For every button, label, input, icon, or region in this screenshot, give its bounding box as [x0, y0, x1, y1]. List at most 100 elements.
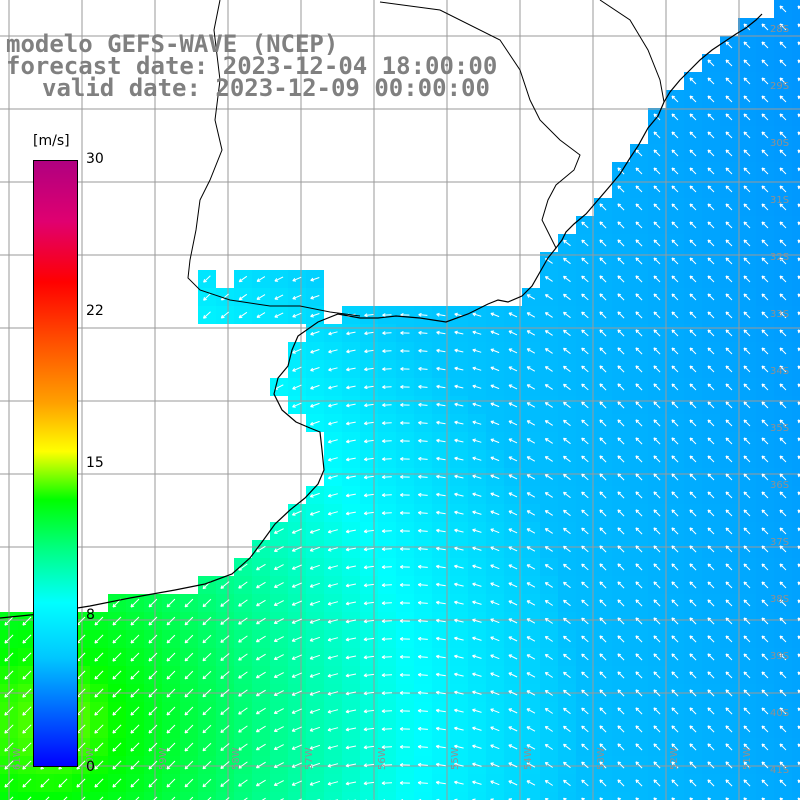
wind-arrow [526, 420, 536, 426]
wind-arrow [327, 493, 338, 498]
wind-arrow [400, 492, 410, 497]
wind-cell [792, 90, 800, 108]
wind-arrow [363, 511, 374, 516]
lat-label: 34S [770, 366, 789, 377]
wind-arrow [707, 131, 715, 139]
wind-arrow [364, 421, 374, 426]
wind-cell [504, 792, 522, 800]
wind-arrow [436, 528, 446, 533]
wind-arrow [635, 383, 643, 391]
lon-label: 56W [377, 747, 388, 770]
colorbar-tick-0: 0 [86, 759, 95, 775]
wind-arrow [761, 221, 769, 229]
wind-arrow [563, 401, 571, 409]
wind-arrow [328, 421, 338, 426]
wind-arrow [563, 473, 571, 481]
wind-arrow [508, 384, 518, 390]
wind-arrow [309, 510, 320, 516]
wind-arrow [291, 528, 302, 534]
wind-arrow [599, 347, 607, 355]
wind-arrow [707, 167, 715, 175]
wind-cell [792, 162, 800, 180]
wind-cell [792, 468, 800, 486]
wind-arrow [635, 401, 643, 409]
wind-cell [792, 486, 800, 504]
wind-arrow [707, 509, 715, 517]
wind-cell [792, 576, 800, 594]
wind-arrow [725, 473, 733, 481]
wind-arrow [743, 95, 751, 103]
wind-cell [126, 792, 144, 800]
wind-cell [738, 792, 756, 800]
wind-cell [144, 792, 162, 800]
wind-arrow [563, 239, 571, 247]
wind-arrow [617, 311, 625, 319]
wind-arrow [526, 312, 536, 318]
lon-label: 59W [158, 747, 169, 770]
wind-cell [36, 792, 54, 800]
wind-arrow [599, 329, 607, 337]
wind-arrow [779, 437, 787, 445]
wind-arrow [382, 457, 392, 462]
wind-arrow [599, 365, 607, 373]
wind-cell [792, 396, 800, 414]
wind-cell [792, 504, 800, 522]
wind-arrow [707, 401, 715, 409]
wind-arrow [292, 402, 302, 408]
wind-arrow [508, 492, 518, 498]
wind-arrow [381, 475, 392, 480]
lon-label: 57W [304, 747, 315, 770]
wind-arrow [689, 365, 697, 373]
wind-arrow [617, 329, 625, 337]
wind-arrow [707, 491, 715, 499]
wind-arrow [364, 403, 374, 408]
wind-arrow [725, 455, 733, 463]
wind-cell [792, 36, 800, 54]
wind-arrow [346, 367, 356, 372]
wind-arrow [761, 419, 769, 427]
wind-arrow [725, 311, 733, 319]
wind-arrow [581, 473, 589, 481]
wind-arrow [327, 457, 338, 462]
wind-arrow [689, 347, 697, 355]
wind-arrow [761, 275, 769, 283]
wind-arrow [292, 510, 302, 516]
wind-arrow [761, 239, 769, 247]
wind-arrow [508, 402, 518, 408]
wind-arrow [779, 113, 787, 121]
wind-arrow [671, 509, 679, 517]
wind-cell [792, 738, 800, 756]
wind-arrow [436, 348, 446, 353]
wind-arrow [364, 367, 374, 372]
wind-arrow [364, 457, 374, 462]
wind-arrow [436, 402, 446, 407]
wind-arrow [617, 257, 625, 265]
wind-arrow [472, 528, 482, 533]
wind-arrow [725, 131, 733, 139]
wind-arrow [526, 348, 536, 354]
wind-arrow [363, 529, 374, 534]
wind-arrow [563, 329, 571, 337]
wind-cell [180, 792, 198, 800]
wind-cell [450, 792, 468, 800]
wind-arrow [238, 311, 248, 319]
wind-arrow [472, 330, 482, 335]
wind-arrow [256, 312, 266, 318]
wind-arrow [743, 527, 751, 535]
wind-arrow [671, 293, 679, 301]
wind-arrow [707, 257, 715, 265]
wind-arrow [273, 546, 284, 552]
wind-arrow [653, 527, 661, 535]
wind-arrow [653, 239, 661, 247]
wind-arrow [707, 527, 715, 535]
wind-arrow [581, 455, 589, 463]
wind-arrow [400, 402, 410, 407]
wind-arrow [490, 528, 500, 534]
wind-arrow [599, 455, 607, 463]
wind-arrow [725, 167, 733, 175]
wind-cell [612, 792, 630, 800]
wind-arrow [653, 419, 661, 427]
wind-arrow [345, 529, 356, 534]
wind-arrow [635, 221, 643, 229]
